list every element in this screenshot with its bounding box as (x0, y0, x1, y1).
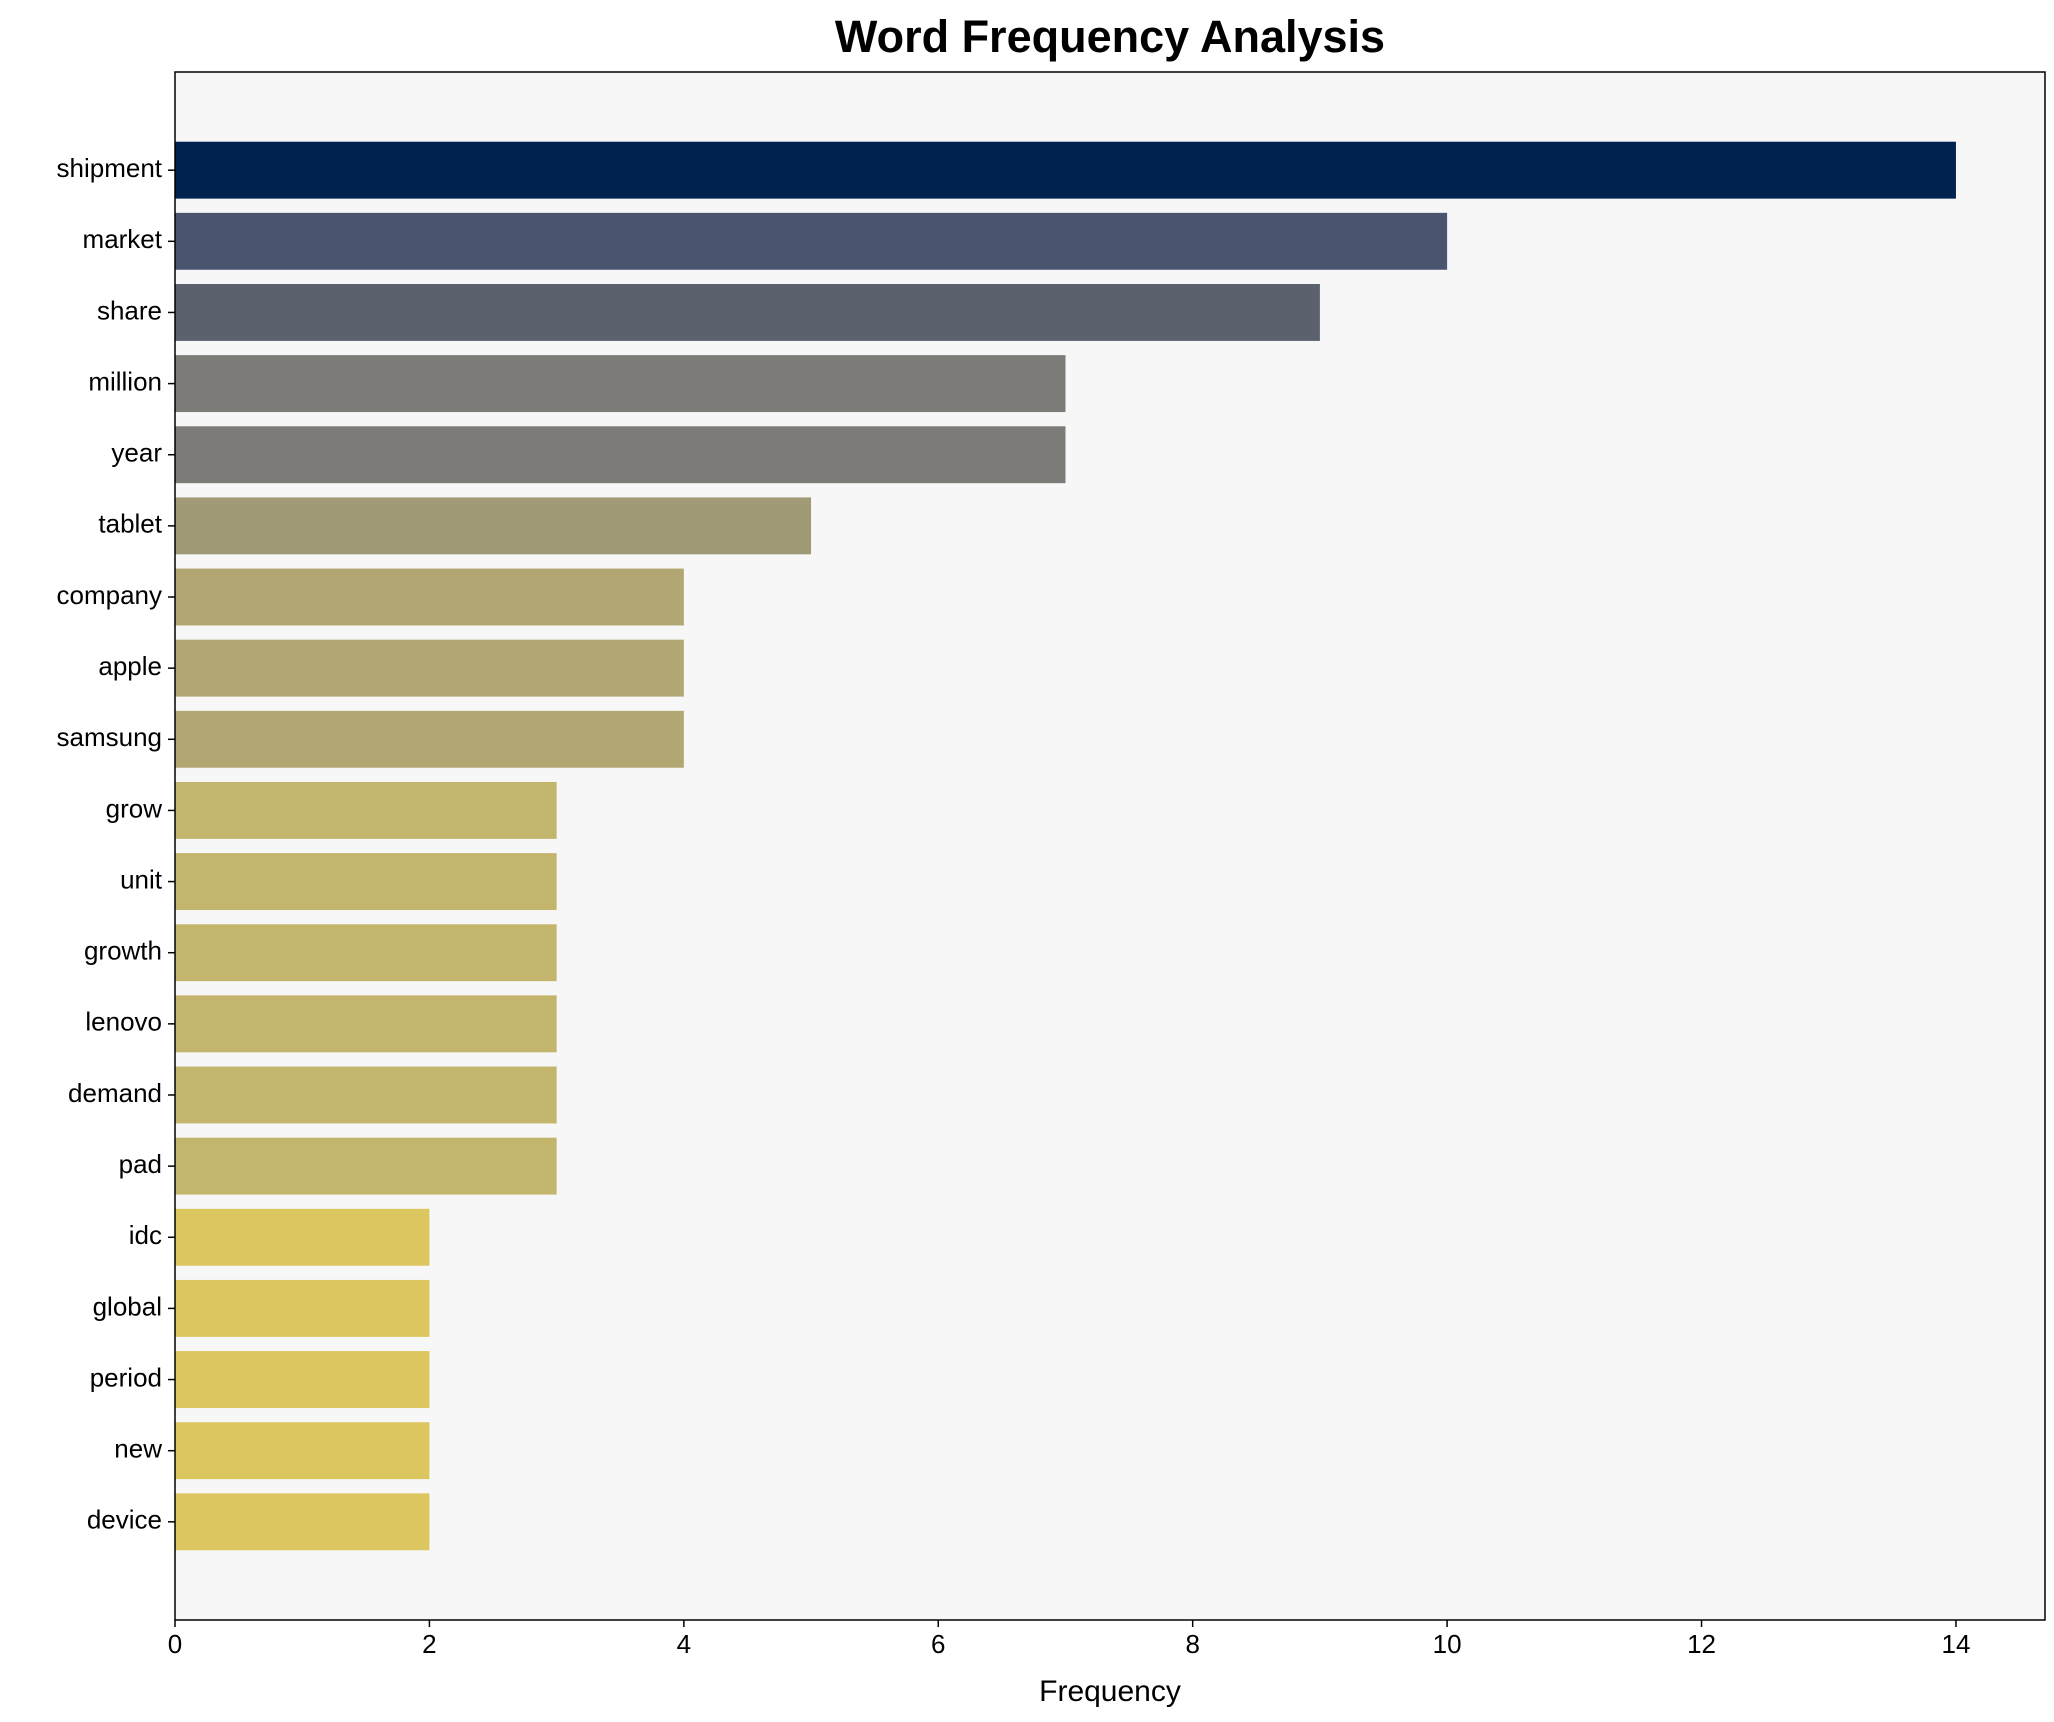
y-tick-label: apple (98, 651, 162, 681)
x-tick-label: 2 (422, 1629, 436, 1659)
y-tick-label: period (90, 1362, 162, 1392)
bar (175, 283, 1320, 341)
bar (175, 1137, 557, 1195)
x-tick-label: 8 (1185, 1629, 1199, 1659)
bar (175, 1422, 430, 1480)
bar (175, 355, 1066, 413)
bar (175, 781, 557, 839)
y-tick-label: share (97, 295, 162, 325)
x-tick-label: 10 (1433, 1629, 1462, 1659)
x-tick-label: 6 (931, 1629, 945, 1659)
y-tick-label: million (88, 366, 162, 396)
y-tick-label: tablet (98, 509, 162, 539)
bar (175, 710, 684, 768)
y-tick-label: pad (119, 1149, 162, 1179)
y-tick-label: market (83, 224, 163, 254)
y-tick-label: company (57, 580, 163, 610)
y-tick-label: shipment (57, 153, 163, 183)
chart-title: Word Frequency Analysis (835, 11, 1385, 62)
bar (175, 141, 1956, 199)
y-tick-label: unit (120, 864, 163, 894)
bar (175, 1351, 430, 1409)
bar (175, 924, 557, 982)
y-tick-label: new (114, 1434, 162, 1464)
y-tick-label: growth (84, 936, 162, 966)
bar (175, 212, 1448, 270)
x-tick-label: 14 (1941, 1629, 1970, 1659)
bar (175, 639, 684, 697)
bar (175, 426, 1066, 484)
y-tick-label: grow (106, 793, 163, 823)
y-tick-label: idc (129, 1220, 162, 1250)
y-tick-label: device (87, 1505, 162, 1535)
y-tick-label: global (93, 1291, 162, 1321)
y-tick-label: demand (68, 1078, 162, 1108)
plot-frame (174, 71, 2046, 1621)
bar (175, 497, 812, 555)
bar (175, 995, 557, 1053)
x-tick-label: 0 (168, 1629, 182, 1659)
bar (175, 1279, 430, 1337)
y-tick-label: samsung (57, 722, 163, 752)
y-tick-label: lenovo (85, 1007, 162, 1037)
x-tick-label: 12 (1687, 1629, 1716, 1659)
x-axis-label: Frequency (1039, 1675, 1181, 1708)
x-tick-label: 4 (677, 1629, 691, 1659)
y-tick-label: year (111, 438, 162, 468)
bar (175, 568, 684, 626)
bar (175, 853, 557, 911)
bar (175, 1208, 430, 1266)
bar (175, 1493, 430, 1551)
bar (175, 1066, 557, 1124)
